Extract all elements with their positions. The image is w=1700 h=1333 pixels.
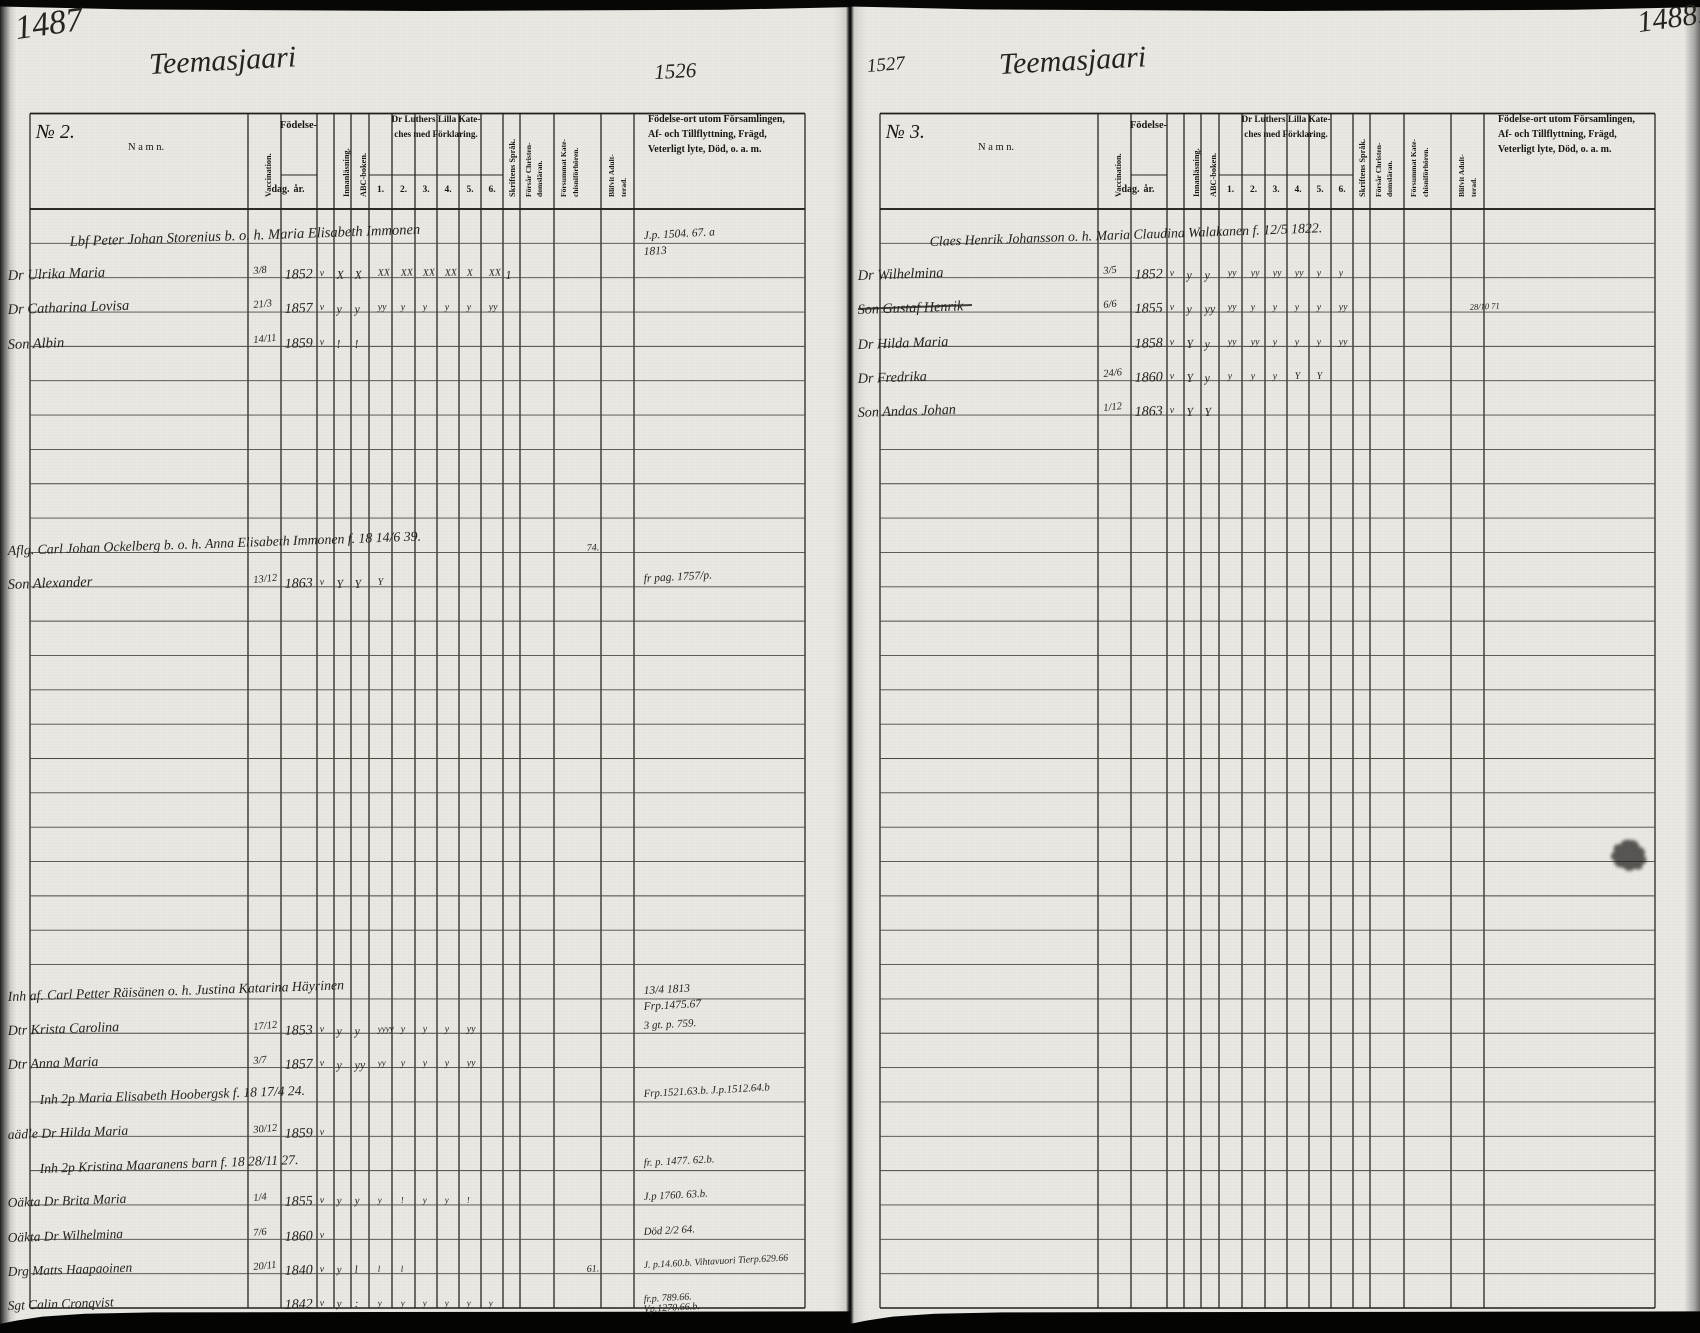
svg-text:Vaccination.: Vaccination. <box>1114 153 1123 197</box>
svg-text:6.: 6. <box>1338 185 1345 195</box>
svg-text:Veterligt lyte, Död, o. a. m.: Veterligt lyte, Död, o. a. m. <box>1498 144 1612 155</box>
svg-text:№ 3.: № 3. <box>885 121 925 143</box>
svg-text:3.: 3. <box>1272 185 1279 195</box>
svg-text:terad.: terad. <box>1469 178 1478 197</box>
svg-text:år.: år. <box>1143 184 1155 195</box>
svg-text:Födelse-: Födelse- <box>1130 120 1168 131</box>
svg-text:N a m n.: N a m n. <box>978 142 1014 153</box>
svg-text:chisniförhören.: chisniförhören. <box>1421 147 1430 197</box>
svg-text:dag.: dag. <box>1121 184 1140 195</box>
svg-text:Födelse-ort utom Församlingen,: Födelse-ort utom Församlingen, <box>1498 114 1635 125</box>
svg-text:Innanläsning.: Innanläsning. <box>1192 148 1201 197</box>
svg-text:2.: 2. <box>1250 185 1257 195</box>
svg-text:domsläran.: domsläran. <box>1385 160 1394 197</box>
svg-text:ABC-boken.: ABC-boken. <box>1209 153 1218 197</box>
svg-text:4.: 4. <box>1294 185 1301 195</box>
svg-text:1.: 1. <box>1227 185 1234 195</box>
svg-text:Dr Luthers Lilla Kate-: Dr Luthers Lilla Kate- <box>1242 114 1331 124</box>
svg-text:Skriftens Språk.: Skriftens Språk. <box>1358 139 1367 197</box>
svg-text:Försummat Kate-: Försummat Kate- <box>1409 139 1418 197</box>
svg-text:Af- och Tillflyttning, Frägd,: Af- och Tillflyttning, Frägd, <box>1498 129 1617 140</box>
svg-text:ches med Förklaring.: ches med Förklaring. <box>1244 129 1327 139</box>
svg-text:Försår Christen-: Försår Christen- <box>1374 142 1383 197</box>
svg-text:Blifvit Adult-: Blifvit Adult- <box>1457 154 1466 197</box>
svg-text:5.: 5. <box>1316 185 1323 195</box>
